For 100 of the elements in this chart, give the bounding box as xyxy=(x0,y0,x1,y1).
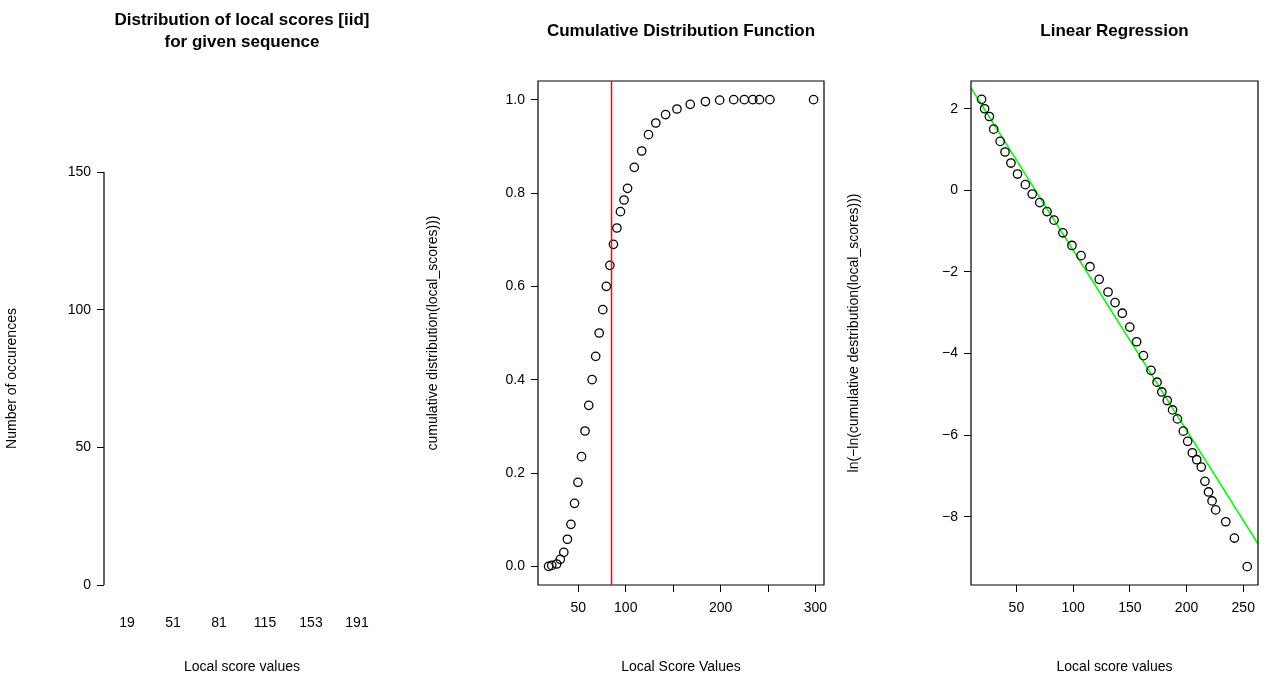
point xyxy=(1124,322,1135,332)
point xyxy=(1182,436,1193,447)
point xyxy=(590,351,601,362)
point xyxy=(988,124,999,134)
chart-title: Cumulative Distribution Function xyxy=(546,20,816,40)
point xyxy=(1229,533,1240,543)
chart-title: Linear Regression xyxy=(1040,20,1189,40)
point xyxy=(558,547,569,558)
point xyxy=(660,109,671,120)
point xyxy=(1117,308,1128,319)
x-tick-label: 191 xyxy=(345,614,369,631)
y-tick-label: 0.8 xyxy=(505,183,526,200)
x-tick-label: 100 xyxy=(1061,599,1085,616)
y-tick-label: −6 xyxy=(942,426,959,443)
point xyxy=(672,104,682,114)
x-tick-label: 150 xyxy=(1118,599,1142,616)
x-tick-label: 81 xyxy=(211,614,227,631)
point xyxy=(1006,158,1016,168)
point xyxy=(636,146,647,156)
point xyxy=(1187,447,1198,458)
point xyxy=(1085,261,1095,272)
point xyxy=(685,99,696,110)
y-tick-label: 100 xyxy=(67,300,92,317)
y-tick-label: 150 xyxy=(67,162,92,179)
point xyxy=(601,281,612,292)
y-tick-label: 0.4 xyxy=(505,370,526,387)
y-tick-label: 0.6 xyxy=(505,277,526,294)
point xyxy=(619,195,629,205)
point xyxy=(597,304,608,315)
point xyxy=(1207,496,1217,506)
point xyxy=(1196,462,1207,472)
point xyxy=(615,206,626,217)
point xyxy=(728,94,739,105)
point xyxy=(1131,336,1142,347)
point xyxy=(622,183,633,194)
x-tick-label: 50 xyxy=(1008,599,1025,616)
point xyxy=(976,94,987,105)
point xyxy=(629,162,640,173)
point xyxy=(612,223,622,233)
point xyxy=(1094,274,1105,285)
point xyxy=(562,534,573,545)
x-axis-title: Local Score Values xyxy=(621,658,741,675)
y-tick-label: −8 xyxy=(942,507,959,524)
point xyxy=(1020,179,1031,190)
point xyxy=(714,95,725,105)
point xyxy=(551,559,562,569)
y-tick-label: 2 xyxy=(950,99,959,116)
point xyxy=(583,400,594,411)
point xyxy=(1167,405,1178,415)
point xyxy=(1200,476,1210,487)
point xyxy=(573,477,583,488)
point xyxy=(979,103,990,114)
point xyxy=(1110,297,1120,308)
point xyxy=(1042,206,1052,217)
point xyxy=(650,118,661,128)
point xyxy=(576,451,587,462)
point xyxy=(1012,169,1023,179)
y-tick-label: 1.0 xyxy=(505,90,526,107)
y-tick-label: 0.0 xyxy=(505,557,526,574)
point xyxy=(984,111,995,122)
y-tick-label: −2 xyxy=(942,262,959,279)
x-tick-label: 250 xyxy=(1231,599,1256,616)
point xyxy=(1242,561,1253,572)
point xyxy=(1076,250,1086,261)
x-tick-label: 200 xyxy=(1174,599,1199,616)
point xyxy=(580,426,590,436)
x-tick-label: 50 xyxy=(570,599,587,616)
point xyxy=(1058,227,1068,238)
y-tick-label: −4 xyxy=(942,344,959,361)
point xyxy=(643,129,654,140)
x-tick-label: 19 xyxy=(119,614,135,631)
point xyxy=(587,374,597,385)
point xyxy=(555,554,566,565)
point xyxy=(1156,387,1167,397)
y-tick-label: 50 xyxy=(75,438,92,455)
point xyxy=(1220,516,1231,527)
y-axis-title: Number of occurences xyxy=(3,308,20,449)
point xyxy=(1162,395,1173,406)
point xyxy=(995,136,1005,147)
chart-title: Distribution of local scores [iid] for given sequence xyxy=(114,9,370,51)
point xyxy=(739,94,750,105)
point xyxy=(569,498,580,509)
point xyxy=(1178,426,1189,436)
x-tick-label: 153 xyxy=(299,614,323,631)
point xyxy=(1067,240,1077,251)
point xyxy=(1152,377,1162,388)
x-tick-label: 200 xyxy=(708,599,733,616)
point xyxy=(1103,287,1113,297)
point xyxy=(748,94,758,105)
point xyxy=(754,94,765,105)
point xyxy=(765,94,775,105)
x-axis-title: Local score values xyxy=(1056,658,1173,675)
point xyxy=(1146,365,1156,376)
point xyxy=(1000,147,1010,157)
y-tick-label: 0 xyxy=(83,575,92,592)
point xyxy=(1203,487,1214,497)
point xyxy=(1210,505,1221,515)
point xyxy=(1172,414,1183,424)
x-tick-label: 300 xyxy=(803,599,828,616)
x-tick-label: 100 xyxy=(614,599,638,616)
